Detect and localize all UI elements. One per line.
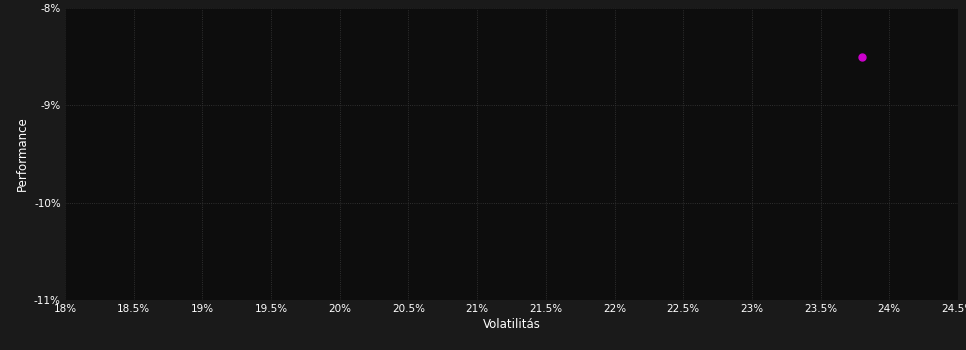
Point	[854, 54, 869, 60]
X-axis label: Volatilitás: Volatilitás	[483, 318, 540, 331]
Y-axis label: Performance: Performance	[15, 117, 28, 191]
